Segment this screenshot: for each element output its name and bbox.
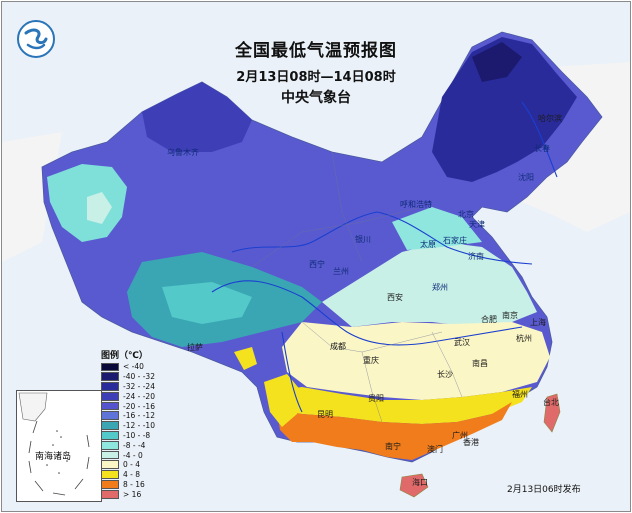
legend-item: -32 - -24 [101, 382, 155, 392]
legend-label: -20 - -16 [123, 401, 155, 411]
legend-swatch [101, 372, 119, 382]
city-label: 太原 [420, 240, 436, 249]
city-label: 上海 [530, 318, 546, 327]
city-label: 西安 [387, 293, 403, 302]
city-label: 南昌 [472, 359, 488, 368]
city-label: 长沙 [437, 370, 453, 379]
inset-label: 南海诸岛 [35, 452, 72, 462]
legend-swatch [101, 382, 119, 391]
city-label: 香港 [463, 438, 479, 447]
legend-item: < -40 [101, 362, 155, 372]
legend-item: -24 - -20 [101, 391, 155, 401]
city-label: 台北 [543, 398, 559, 407]
cma-logo-icon [17, 20, 55, 58]
legend-swatch [101, 460, 119, 470]
china-landmass [41, 31, 603, 463]
legend-item: -10 - -8 [101, 431, 155, 441]
issue-time: 2月13日06时发布 [507, 485, 581, 495]
city-label: 杭州 [516, 334, 532, 343]
legend-swatch [101, 480, 119, 489]
city-label: 西宁 [309, 260, 325, 269]
taiwan-island [543, 393, 561, 433]
legend-label: -12 - -10 [123, 421, 155, 431]
legend-label: 0 - 4 [123, 460, 141, 470]
legend-label: 4 - 8 [123, 470, 141, 480]
legend-swatch [101, 440, 119, 450]
city-label: 武汉 [454, 338, 470, 347]
legend-label: -4 - 0 [123, 450, 143, 460]
legend-item: 4 - 8 [101, 470, 155, 480]
city-label: 银川 [355, 235, 371, 244]
city-label: 合肥 [481, 315, 497, 324]
city-label: 长春 [534, 144, 550, 153]
city-label: 天津 [469, 220, 485, 229]
legend-label: -10 - -8 [123, 430, 151, 440]
legend-label: -16 - -12 [123, 411, 155, 421]
legend-swatch [101, 421, 119, 431]
rivers [211, 101, 558, 413]
city-label: 沈阳 [518, 173, 534, 182]
city-label: 拉萨 [187, 343, 203, 352]
legend-label: < -40 [123, 362, 144, 372]
city-label: 广州 [452, 431, 468, 440]
legend-item: 0 - 4 [101, 460, 155, 470]
city-label: 贵阳 [368, 394, 384, 403]
south-china-sea-inset: 南海诸岛 [16, 390, 102, 502]
hainan-island [399, 473, 429, 498]
forecast-period: 2月13日08时—14日08时 [236, 70, 396, 85]
city-label: 呼和浩特 [400, 200, 432, 209]
issuer-name: 中央气象台 [281, 90, 351, 106]
legend-item: -40 - -32 [101, 372, 155, 382]
legend-swatch [101, 362, 119, 372]
legend-label: -40 - -32 [123, 372, 155, 382]
city-label: 海口 [412, 478, 428, 487]
city-label: 北京 [458, 210, 474, 219]
city-label: 哈尔滨 [538, 114, 562, 123]
legend-label: > 16 [123, 489, 142, 499]
legend-label: -32 - -24 [123, 381, 155, 391]
city-label: 南京 [502, 311, 518, 320]
legend-label: -24 - -20 [123, 391, 155, 401]
legend-item: -8 - -4 [101, 440, 155, 450]
legend-swatch [101, 489, 119, 499]
city-label: 济南 [468, 252, 484, 261]
inset-map [18, 392, 90, 496]
legend-label: -8 - -4 [123, 440, 146, 450]
city-label: 成都 [330, 342, 346, 351]
city-label: 澳门 [427, 445, 443, 454]
city-label: 南宁 [385, 442, 401, 451]
legend-swatch [101, 411, 119, 421]
legend-item: -4 - 0 [101, 450, 155, 460]
legend-label: 8 - 16 [123, 479, 145, 489]
city-label: 郑州 [432, 283, 448, 292]
legend-swatch [101, 470, 119, 480]
city-label: 石家庄 [443, 236, 467, 245]
city-label: 福州 [512, 390, 528, 399]
temperature-legend: 图例（℃） < -40 -40 - -32 -32 - -24 -24 - -20 -2… [101, 348, 155, 499]
legend-item: -16 - -12 [101, 411, 155, 421]
legend-item: -12 - -10 [101, 421, 155, 431]
legend-swatch [101, 431, 119, 440]
legend-swatch [101, 401, 119, 411]
legend-item: 8 - 16 [101, 480, 155, 490]
map-title: 全国最低气温预报图 [235, 41, 397, 61]
legend-item: > 16 [101, 489, 155, 499]
legend-swatch [101, 450, 119, 460]
city-label: 兰州 [333, 267, 349, 276]
legend-item: -20 - -16 [101, 401, 155, 411]
city-label: 重庆 [363, 356, 379, 365]
legend-swatch [101, 391, 119, 401]
city-label: 乌鲁木齐 [167, 148, 199, 157]
legend-title: 图例（℃） [101, 351, 148, 361]
city-label: 昆明 [317, 410, 333, 419]
